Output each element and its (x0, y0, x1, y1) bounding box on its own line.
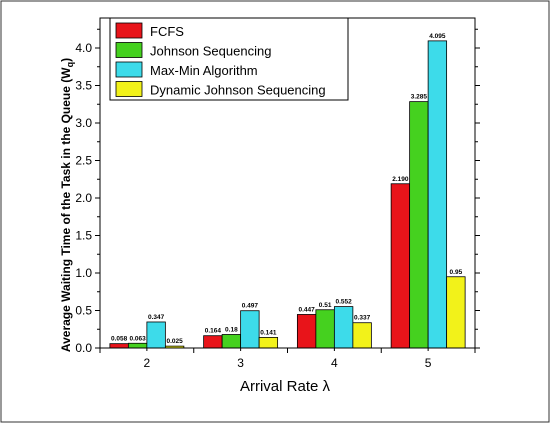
bar-max-min-algorithm-3 (240, 310, 260, 349)
bar-johnson-sequencing-4 (315, 309, 335, 349)
y-tick-label: 1.0 (75, 266, 92, 280)
bar-max-min-algorithm-4 (333, 306, 354, 349)
x-tick-label: 4 (331, 356, 338, 370)
bar-fcfs-4 (296, 314, 317, 349)
y-tick-label: 3.0 (75, 116, 92, 130)
y-axis-title-subscript: q (65, 62, 75, 68)
data-label: 0.347 (148, 314, 165, 321)
y-axis-title-close: ) (59, 58, 73, 62)
data-label: 0.552 (335, 299, 352, 306)
legend-swatch (115, 42, 143, 58)
bar-max-min-algorithm-5 (427, 40, 448, 349)
legend-swatch (115, 61, 143, 78)
y-tick-label: 2.0 (75, 191, 92, 205)
bar-dynamic-johnson-sequencing-3 (258, 337, 279, 349)
bars-layer (109, 40, 466, 349)
y-tick-label: 1.5 (75, 229, 92, 243)
data-label: 0.18 (225, 327, 238, 334)
bar-fcfs-2 (109, 343, 129, 349)
data-labels-layer: 0.058 0.164 0.447 2.190 0.063 0.18 0.51 3.285 0.… (111, 33, 463, 345)
x-axis-title: Arrival Rate λ (240, 378, 331, 395)
y-tick-label: 4.0 (75, 41, 92, 55)
legend-box (109, 17, 349, 101)
y-tick-label: 0.0 (75, 341, 92, 355)
bar-johnson-sequencing-5 (409, 101, 429, 349)
data-label: 2.190 (392, 176, 409, 183)
y-tick-label: 3.5 (75, 79, 92, 93)
data-label: 4.095 (429, 33, 446, 40)
data-label: 3.285 (411, 94, 428, 101)
legend-entry-label: FCFS (150, 24, 184, 39)
bar-max-min-algorithm-2 (146, 321, 166, 349)
data-label: 0.058 (111, 336, 128, 343)
x-tick-label: 2 (144, 356, 151, 370)
y-axis-title: Average Waiting Time of the Task in the … (59, 58, 75, 352)
data-label: 0.497 (242, 303, 259, 310)
legend-entry-label: Johnson Sequencing (150, 44, 271, 59)
bar-dynamic-johnson-sequencing-5 (446, 276, 466, 349)
bar-dynamic-johnson-sequencing-4 (352, 322, 372, 349)
x-tick-label: 3 (237, 356, 244, 370)
data-label: 0.51 (319, 302, 332, 309)
legend: FCFS Johnson Sequencing Max-Min Algorithm D… (109, 17, 349, 101)
data-label: 0.164 (205, 328, 222, 335)
data-label: 0.337 (354, 315, 371, 322)
bar-johnson-sequencing-2 (127, 342, 148, 349)
legend-swatch (115, 81, 143, 97)
data-label: 0.95 (450, 269, 463, 276)
data-label: 0.447 (298, 306, 315, 313)
legend-swatch (115, 22, 143, 39)
bar-fcfs-5 (390, 183, 411, 349)
legend-entry-label: Max-Min Algorithm (150, 63, 258, 78)
bar-fcfs-3 (203, 335, 223, 349)
data-label: 0.141 (260, 329, 277, 336)
data-label: 0.063 (129, 335, 146, 342)
legend-entry-label: Dynamic Johnson Sequencing (150, 83, 326, 98)
y-tick-label: 0.5 (75, 304, 92, 318)
axes-layer: 0.0 0.5 1.0 1.5 2.0 2.5 3.0 3.5 4.0 2 3 4 5 (75, 17, 480, 370)
y-tick-label: 2.5 (75, 154, 92, 168)
bar-johnson-sequencing-3 (221, 334, 242, 349)
y-axis-title-main: Average Waiting Time of the Task in the … (59, 67, 73, 352)
data-label: 0.025 (166, 338, 183, 345)
x-tick-label: 5 (425, 356, 432, 370)
